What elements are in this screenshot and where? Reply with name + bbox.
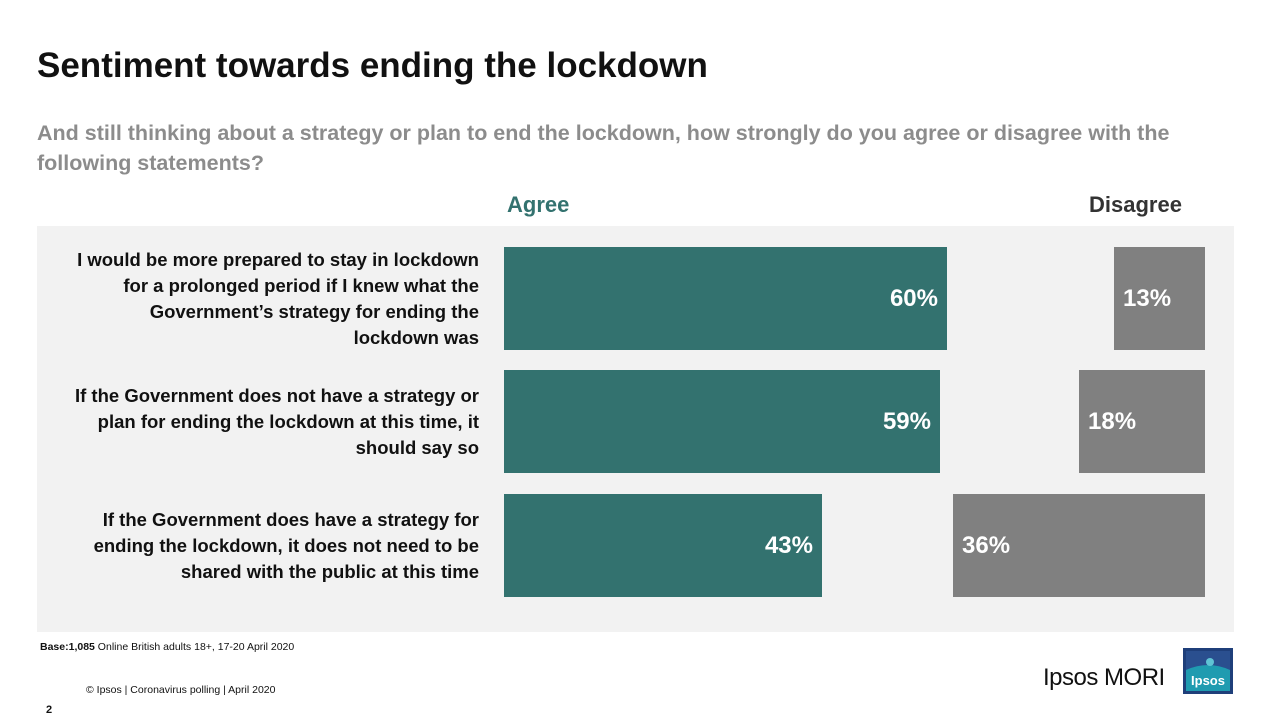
agree-value-label: 43%: [764, 531, 813, 559]
disagree-bar: 36%: [953, 494, 1205, 597]
agree-value-label: 60%: [889, 284, 938, 312]
base-count: 1,085: [68, 641, 95, 653]
agree-bar: 59%: [504, 370, 940, 473]
disagree-value-label: 18%: [1088, 407, 1137, 435]
agree-value-label: 59%: [882, 407, 931, 435]
logo-text: Ipsos: [1191, 673, 1225, 688]
disagree-column-header: Disagree: [1089, 192, 1182, 217]
page-subtitle: And still thinking about a strategy or p…: [37, 121, 1170, 175]
page-number: 2: [46, 704, 53, 716]
brand-name: Ipsos MORI: [1043, 664, 1165, 691]
agree-column-header: Agree: [507, 192, 570, 217]
disagree-bar: 18%: [1079, 370, 1205, 473]
base-text: Online British adults 18+, 17-20 April 2…: [94, 641, 295, 653]
page-title: Sentiment towards ending the lockdown: [37, 46, 708, 85]
disagree-bar: 13%: [1114, 247, 1205, 350]
ipsos-logo-icon: Ipsos: [1183, 648, 1233, 694]
statement-label: I would be more prepared to stay in lock…: [77, 248, 479, 348]
statement-label: If the Government does have a strategy f…: [93, 508, 479, 582]
footer-text: © Ipsos | Coronavirus polling | April 20…: [86, 684, 276, 696]
base-label: Base:: [40, 641, 69, 653]
base-note: Base:1,085 Online British adults 18+, 17…: [40, 641, 294, 653]
disagree-value-label: 13%: [1123, 284, 1172, 312]
statement-label: If the Government does not have a strate…: [74, 384, 479, 458]
disagree-value-label: 36%: [962, 531, 1011, 559]
agree-bar: 60%: [504, 247, 947, 350]
agree-bar: 43%: [504, 494, 822, 597]
